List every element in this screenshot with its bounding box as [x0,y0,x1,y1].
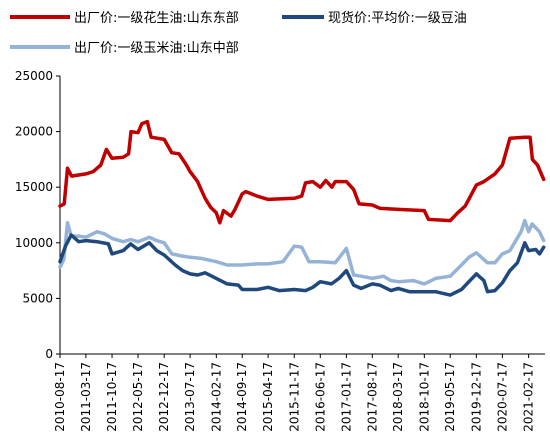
x-tick-label: 2017-08-17 [365,362,379,432]
axes: 0 5000 10000 15000 20000 25000 2010-08-17 2011-… [15,69,545,432]
x-tick-label: 2014-09-17 [235,362,249,432]
x-tick-label: 2012-12-17 [157,362,171,432]
x-tick-label: 2018-03-17 [391,362,405,432]
x-tick-label: 2010-08-17 [53,362,67,432]
x-tick-label: 2020-07-17 [495,362,509,432]
x-tick-label: 2018-10-17 [417,362,431,432]
legend: 出厂价:一级花生油:山东东部 现货价:平均价:一级豆油 出厂价:一级玉米油:山东… [10,10,467,56]
legend-label-corn-oil: 出厂价:一级玉米油:山东中部 [74,41,239,56]
y-tick-label: 25000 [15,69,53,83]
y-tick-label: 20000 [15,125,53,139]
x-tick-label: 2011-10-17 [105,362,119,432]
x-tick-label: 2012-05-17 [131,362,145,432]
x-tick-label: 2017-01-17 [339,362,353,432]
series-line-peanut-oil [58,119,546,225]
series-line-corn-oil [58,218,546,286]
legend-label-peanut-oil: 出厂价:一级花生油:山东东部 [74,10,239,26]
x-tick-label: 2015-04-17 [261,362,275,432]
x-tick-label: 2021-02-17 [522,362,536,432]
series-line-soybean-oil [58,233,546,297]
x-tick-label: 2015-11-17 [287,362,301,432]
x-tick-label: 2016-06-17 [313,362,327,432]
legend-label-soybean-oil: 现货价:平均价:一级豆油 [328,10,467,26]
y-tick-label: 15000 [15,180,53,194]
y-tick-label: 10000 [15,236,53,250]
x-tick-label: 2019-12-17 [469,362,483,432]
x-tick-label: 2011-03-17 [79,362,93,432]
x-tick-label: 2019-05-17 [443,362,457,432]
y-tick-label: 5000 [22,291,53,305]
x-tick-label: 2013-07-17 [183,362,197,432]
y-tick-label: 0 [45,347,53,361]
series-layer [58,119,546,297]
x-tick-label: 2014-02-17 [209,362,223,432]
